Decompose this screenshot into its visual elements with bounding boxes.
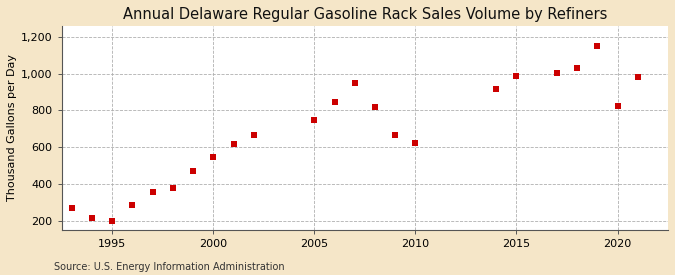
Text: Source: U.S. Energy Information Administration: Source: U.S. Energy Information Administ…: [54, 262, 285, 272]
Point: [329, 100, 340, 104]
Point: [208, 155, 219, 160]
Point: [107, 218, 117, 223]
Point: [167, 185, 178, 190]
Title: Annual Delaware Regular Gasoline Rack Sales Volume by Refiners: Annual Delaware Regular Gasoline Rack Sa…: [123, 7, 607, 22]
Point: [147, 190, 158, 194]
Point: [228, 142, 239, 147]
Point: [66, 205, 77, 210]
Point: [350, 81, 360, 85]
Point: [551, 70, 562, 75]
Point: [491, 87, 502, 92]
Point: [127, 203, 138, 207]
Point: [370, 104, 381, 109]
Point: [572, 66, 583, 70]
Point: [188, 169, 198, 173]
Point: [410, 140, 421, 145]
Point: [390, 133, 401, 138]
Point: [632, 75, 643, 79]
Y-axis label: Thousand Gallons per Day: Thousand Gallons per Day: [7, 54, 17, 201]
Point: [592, 44, 603, 48]
Point: [248, 133, 259, 138]
Point: [511, 74, 522, 79]
Point: [612, 104, 623, 108]
Point: [86, 216, 97, 220]
Point: [309, 118, 320, 123]
